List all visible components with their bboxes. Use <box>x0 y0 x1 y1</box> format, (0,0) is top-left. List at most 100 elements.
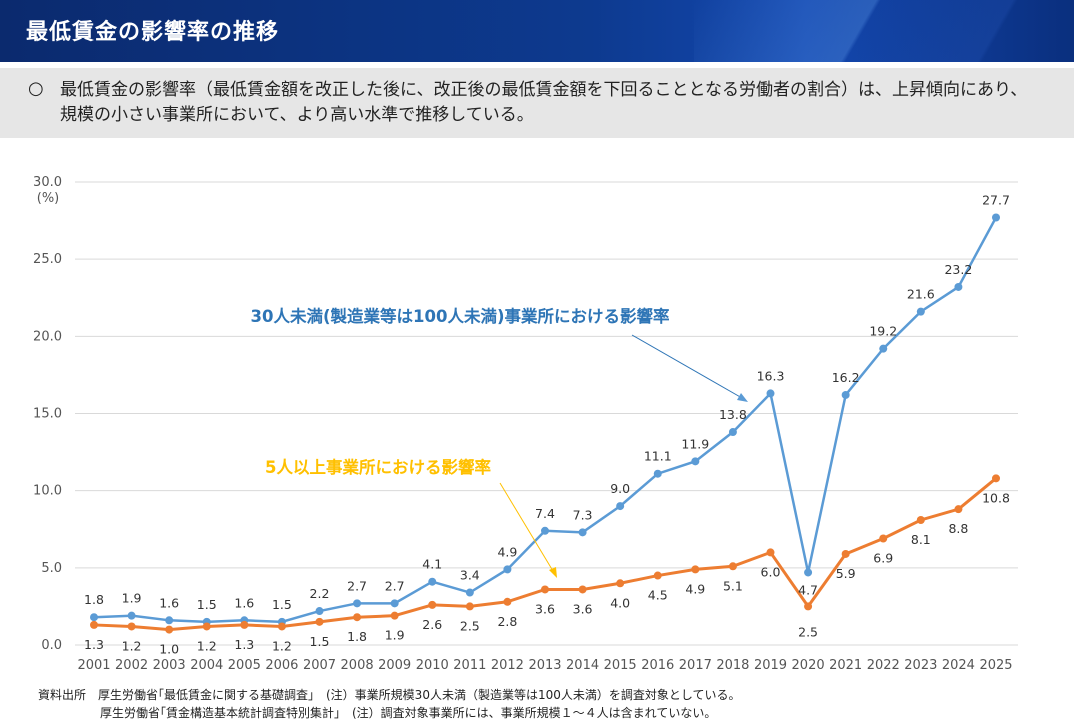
source-note-1: 資料出所 厚生労働省｢最低賃金に関する基礎調査｣ (注）事業所規模30人未満（製… <box>38 688 741 702</box>
x-tick-label: 2022 <box>867 658 900 673</box>
point-30 <box>841 390 850 399</box>
y-axis-label: (%) <box>37 191 60 206</box>
series-label-30: 30人未満(製造業等は100人未満)事業所における影響率 <box>251 306 670 326</box>
x-tick-label: 2005 <box>228 658 261 673</box>
point-30 <box>916 307 925 316</box>
point-5 <box>541 585 549 594</box>
point-5 <box>653 571 662 580</box>
data-label-30: 1.9 <box>122 591 142 606</box>
point-30 <box>541 526 549 535</box>
point-30 <box>616 502 625 511</box>
point-5 <box>578 585 587 594</box>
line-chart: 0.0 5.0 10.0 15.0 20.0 25.0 30.0 (%) 2001 2002 200… <box>0 150 1074 680</box>
data-label-5: 2.5 <box>460 618 480 633</box>
data-label-5: 3.6 <box>573 601 593 616</box>
data-label-5: 4.9 <box>685 581 705 596</box>
point-5 <box>165 625 174 634</box>
x-tick-label: 2011 <box>453 658 486 673</box>
data-label-30: 16.2 <box>832 370 860 385</box>
point-30 <box>954 282 963 291</box>
point-5 <box>315 617 324 626</box>
point-30 <box>503 565 512 574</box>
point-5 <box>992 474 1000 483</box>
summary-text: 最低賃金の影響率（最低賃金額を改正した後に、改正後の最低賃金額を下回ることとなる… <box>60 80 1028 125</box>
y-tick-label: 30.0 <box>33 175 62 190</box>
x-tick-label: 2018 <box>716 658 749 673</box>
x-tick-label: 2019 <box>754 658 787 673</box>
point-30 <box>390 599 399 608</box>
point-5 <box>503 597 512 606</box>
x-tick-label: 2013 <box>528 658 561 673</box>
x-tick-label: 2021 <box>829 658 862 673</box>
point-5 <box>428 600 437 609</box>
point-30 <box>90 613 98 622</box>
x-tick-label: 2002 <box>115 658 148 673</box>
data-label-5: 8.8 <box>948 521 968 536</box>
data-label-5: 4.5 <box>648 588 668 603</box>
data-label-5: 2.8 <box>497 614 517 629</box>
series-line-30 <box>93 216 998 624</box>
data-label-5: 6.9 <box>873 551 893 566</box>
data-label-30: 9.0 <box>610 481 630 496</box>
point-5 <box>390 611 399 620</box>
point-5 <box>465 602 474 611</box>
x-tick-label: 2003 <box>153 658 186 673</box>
y-tick-label: 5.0 <box>41 561 62 576</box>
point-5 <box>804 602 813 611</box>
data-label-5: 1.2 <box>197 638 217 653</box>
data-label-30: 4.7 <box>798 582 818 597</box>
y-tick-label: 10.0 <box>33 484 62 499</box>
data-label-5: 4.0 <box>610 595 630 610</box>
x-tick-label: 2023 <box>904 658 937 673</box>
arrow-30 <box>631 334 743 399</box>
data-label-30: 11.9 <box>681 436 709 451</box>
point-5 <box>728 562 737 571</box>
x-tick-label: 2025 <box>979 658 1012 673</box>
data-label-30: 4.1 <box>422 557 442 572</box>
point-30 <box>992 213 1000 222</box>
point-30 <box>428 577 437 586</box>
data-label-30: 23.2 <box>944 262 972 277</box>
x-tick-label: 2024 <box>942 658 975 673</box>
summary-bullet: ○ <box>28 78 44 99</box>
arrow-5 <box>499 482 554 572</box>
x-tick-label: 2017 <box>679 658 712 673</box>
data-label-5: 1.5 <box>310 634 330 649</box>
data-label-30: 1.6 <box>159 595 179 610</box>
x-tick-label: 2012 <box>491 658 524 673</box>
point-5 <box>916 515 925 524</box>
point-30 <box>315 607 324 616</box>
data-label-5: 1.8 <box>347 629 367 644</box>
data-label-5: 2.6 <box>422 617 442 632</box>
point-5 <box>240 620 249 629</box>
x-tick-label: 2009 <box>378 658 411 673</box>
y-tick-label: 0.0 <box>41 638 62 653</box>
y-tick-label: 25.0 <box>33 252 62 267</box>
x-tick-label: 2015 <box>604 658 637 673</box>
summary-box: ○ 最低賃金の影響率（最低賃金額を改正した後に、改正後の最低賃金額を下回ることと… <box>0 68 1074 138</box>
x-tick-label: 2010 <box>416 658 449 673</box>
point-30 <box>127 611 136 620</box>
data-label-30: 21.6 <box>907 287 935 302</box>
x-tick-label: 2008 <box>341 658 374 673</box>
x-tick-label: 2006 <box>265 658 298 673</box>
data-label-5: 1.2 <box>122 638 142 653</box>
data-label-30: 2.2 <box>310 586 330 601</box>
data-label-30: 11.1 <box>644 449 672 464</box>
data-label-30: 3.4 <box>460 568 480 583</box>
point-30 <box>804 568 813 577</box>
x-tick-label: 2014 <box>566 658 599 673</box>
source-note-2: 厚生労働省｢賃金構造基本統計調査特別集計｣ (注）調査対象事業所には、事業所規模… <box>100 706 717 720</box>
point-5 <box>90 620 98 629</box>
data-label-5: 1.3 <box>234 637 254 652</box>
arrow-head-5 <box>549 567 557 578</box>
x-tick-label: 2007 <box>303 658 336 673</box>
data-label-5: 6.0 <box>761 564 781 579</box>
point-30 <box>766 389 775 398</box>
arrow-head-30 <box>737 393 748 402</box>
point-30 <box>353 599 362 608</box>
data-label-5: 1.3 <box>84 637 104 652</box>
point-5 <box>766 548 775 557</box>
point-30 <box>165 616 174 625</box>
point-30 <box>728 428 737 437</box>
